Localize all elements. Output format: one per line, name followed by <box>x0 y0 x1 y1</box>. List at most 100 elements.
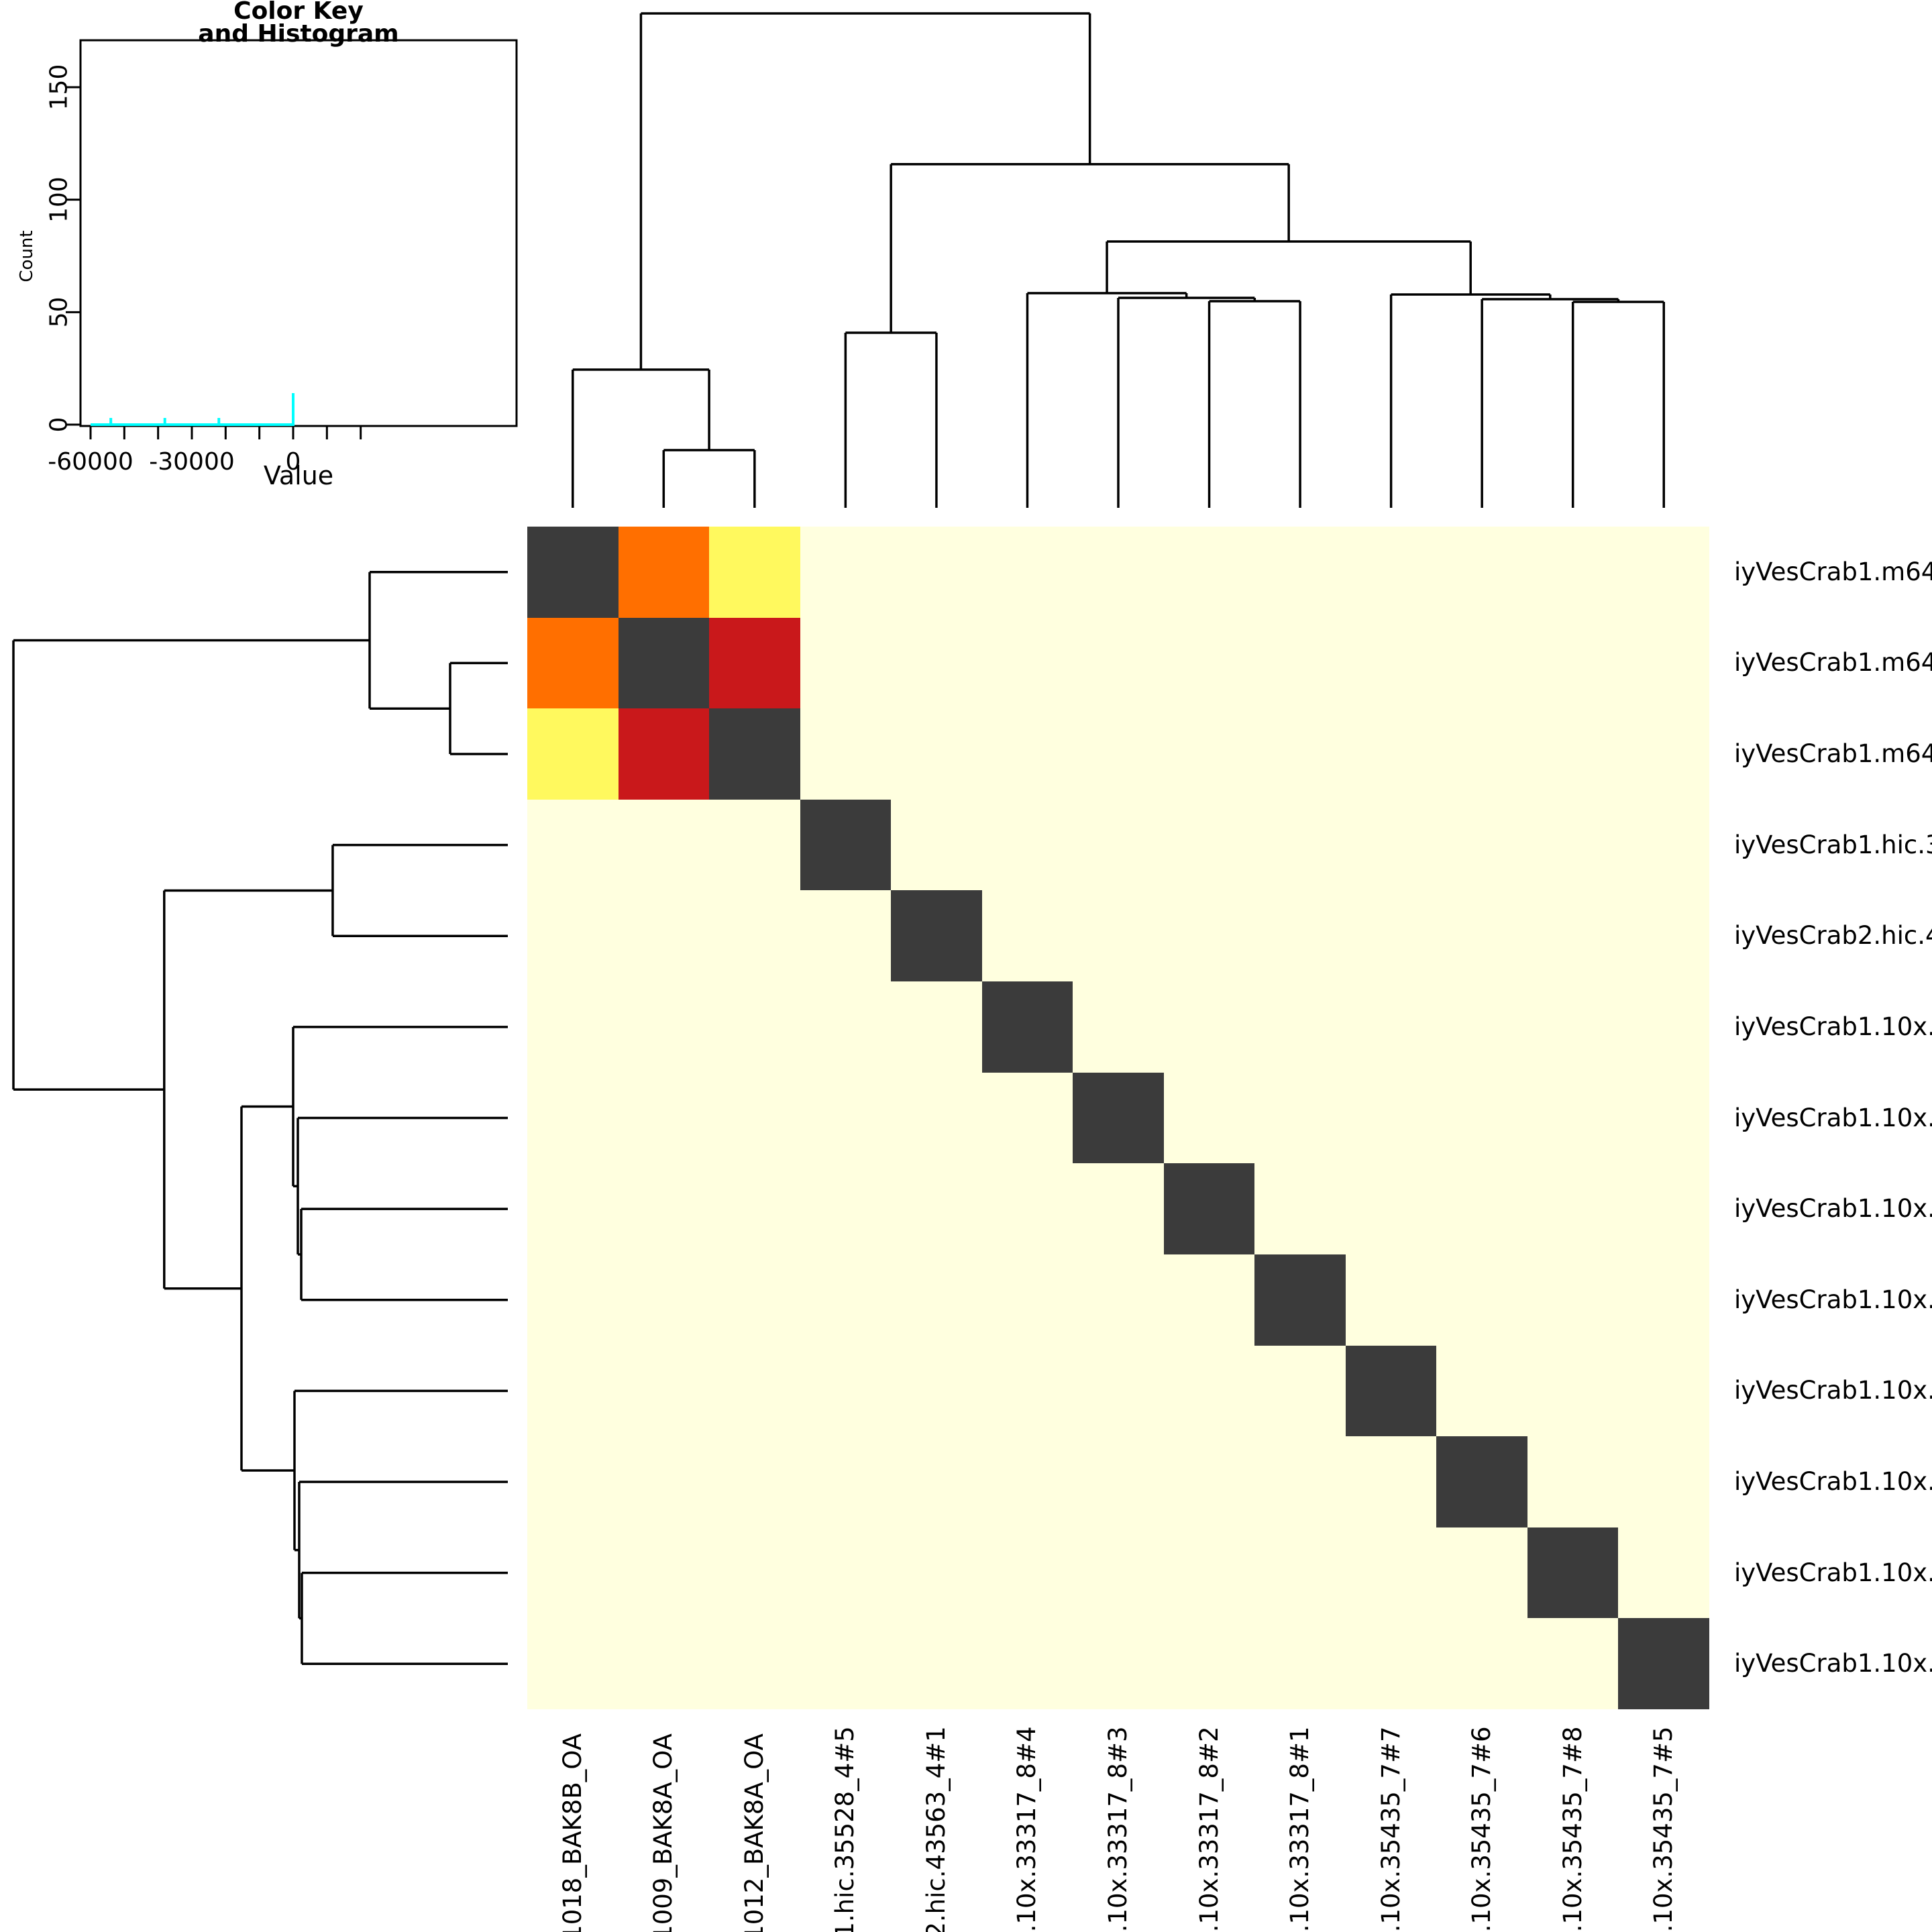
heatmap-cell <box>1618 708 1709 800</box>
heatmap-cell <box>527 1436 619 1527</box>
heatmap-cell <box>709 708 800 800</box>
heatmap-cell <box>618 981 710 1073</box>
heatmap-cell <box>800 1254 892 1346</box>
heatmap-cell <box>1527 890 1619 982</box>
heatmap-cell <box>981 890 1073 982</box>
heatmap-cell <box>527 890 619 982</box>
heatmap-cell <box>1163 890 1255 982</box>
heatmap-cell <box>709 1527 800 1619</box>
row-label: iyVesCrab1.10x.354 <box>1734 1558 1932 1587</box>
heatmap-cell <box>527 1163 619 1254</box>
color-key-histogram <box>91 393 294 426</box>
row-label: iyVesCrab1.m64097 <box>1734 648 1932 678</box>
heatmap-cell <box>527 1618 619 1709</box>
heatmap-cell <box>709 890 800 982</box>
heatmap-cell <box>891 799 982 891</box>
heatmap-cell <box>1345 527 1437 618</box>
heatmap-cell <box>1618 1345 1709 1437</box>
row-label: iyVesCrab1.10x.354 <box>1734 1376 1932 1405</box>
row-label: iyVesCrab1.10x.354 <box>1734 1649 1932 1678</box>
heatmap-cell <box>527 617 619 709</box>
heatmap-cell <box>527 981 619 1073</box>
heatmap-cell <box>981 1072 1073 1164</box>
heatmap-cell <box>527 799 619 891</box>
heatmap-cell <box>1163 799 1255 891</box>
heatmap-cell <box>1618 527 1709 618</box>
column-label: ab1.10x.35435_7#7 <box>1376 1726 1405 1932</box>
heatmap-cell <box>981 1163 1073 1254</box>
heatmap-cell <box>527 527 619 618</box>
row-label: iyVesCrab1.m64016 <box>1734 557 1932 586</box>
heatmap-cell <box>1345 1618 1437 1709</box>
heatmap-cell <box>1527 617 1619 709</box>
heatmap-cell <box>1254 1527 1346 1619</box>
heatmap-cell <box>800 708 892 800</box>
color-key-panel: Value Count -60000 -30000 0 0 50 100 150 <box>17 39 518 490</box>
heatmap-cell <box>618 1345 710 1437</box>
heatmap-cell <box>1254 617 1346 709</box>
heatmap-cell <box>1436 1436 1527 1527</box>
y-axis-tick-label: 100 <box>46 176 73 223</box>
heatmap-cell <box>1073 890 1164 982</box>
color-key-title-line2: and Histogram <box>198 20 399 48</box>
heatmap-cell <box>618 1072 710 1164</box>
heatmap-cell <box>1436 1345 1527 1437</box>
heatmap-cell <box>527 1527 619 1619</box>
heatmap-cell <box>1163 1163 1255 1254</box>
x-axis-tick-label: -30000 <box>149 448 235 476</box>
column-label: ab1.10x.33317_8#4 <box>1012 1726 1042 1932</box>
heatmap-cell <box>709 1436 800 1527</box>
heatmap-cell <box>981 1345 1073 1437</box>
x-axis-tick-label: 0 <box>286 448 301 476</box>
column-label: ab1.10x.33317_8#2 <box>1194 1726 1224 1932</box>
column-dendrogram <box>572 12 1665 508</box>
heatmap-cell <box>1618 981 1709 1073</box>
y-axis-tick-label: 50 <box>46 297 73 327</box>
heatmap-cell <box>618 1618 710 1709</box>
heatmap-cell <box>1073 527 1164 618</box>
heatmap-cell <box>1618 1163 1709 1254</box>
heatmap-cell <box>1073 1345 1164 1437</box>
heatmap-cell <box>800 617 892 709</box>
heatmap-cell <box>1073 981 1164 1073</box>
heatmap-cell <box>1254 708 1346 800</box>
heatmap-cell <box>1345 1254 1437 1346</box>
row-label: iyVesCrab1.hic.3552 <box>1734 830 1932 859</box>
heatmap-cell <box>618 890 710 982</box>
heatmap-cell <box>1345 981 1437 1073</box>
heatmap-cell <box>1527 1072 1619 1164</box>
heatmap-cell <box>891 1527 982 1619</box>
heatmap-cell <box>1618 617 1709 709</box>
heatmap-cell <box>800 981 892 1073</box>
heatmap-cell <box>1436 890 1527 982</box>
heatmap-cell <box>981 1527 1073 1619</box>
heatmap-cell <box>1073 708 1164 800</box>
heatmap-cell <box>1436 799 1527 891</box>
color-key-axes: -60000 -30000 0 0 50 100 150 <box>46 64 362 476</box>
heatmap-cell <box>1618 1072 1709 1164</box>
row-label: iyVesCrab1.10x.333 <box>1734 1194 1932 1224</box>
heatmap-cell <box>891 617 982 709</box>
heatmap-cell <box>709 527 800 618</box>
heatmap-cell <box>1527 1254 1619 1346</box>
heatmap-cell <box>618 1527 710 1619</box>
heatmap-cell <box>891 708 982 800</box>
heatmap-cell <box>1436 1527 1527 1619</box>
heatmap-cell <box>1163 1345 1255 1437</box>
heatmap-cell <box>1436 708 1527 800</box>
color-key-box <box>79 39 518 427</box>
heatmap-cell <box>709 1618 800 1709</box>
heatmap-cell <box>800 1163 892 1254</box>
heatmap-cell <box>527 1072 619 1164</box>
heatmap-cell <box>981 1254 1073 1346</box>
heatmap-cell <box>981 981 1073 1073</box>
heatmap-cell <box>1527 1618 1619 1709</box>
heatmap-cell <box>1345 1345 1437 1437</box>
heatmap-cell <box>891 890 982 982</box>
heatmap-cell <box>981 1436 1073 1527</box>
heatmap-cell <box>1345 1072 1437 1164</box>
heatmap-cell <box>709 981 800 1073</box>
column-label: -bc1009_BAK8A_OA <box>649 1733 678 1932</box>
heatmap-cell <box>1436 527 1527 618</box>
heatmap-cell <box>1345 1163 1437 1254</box>
